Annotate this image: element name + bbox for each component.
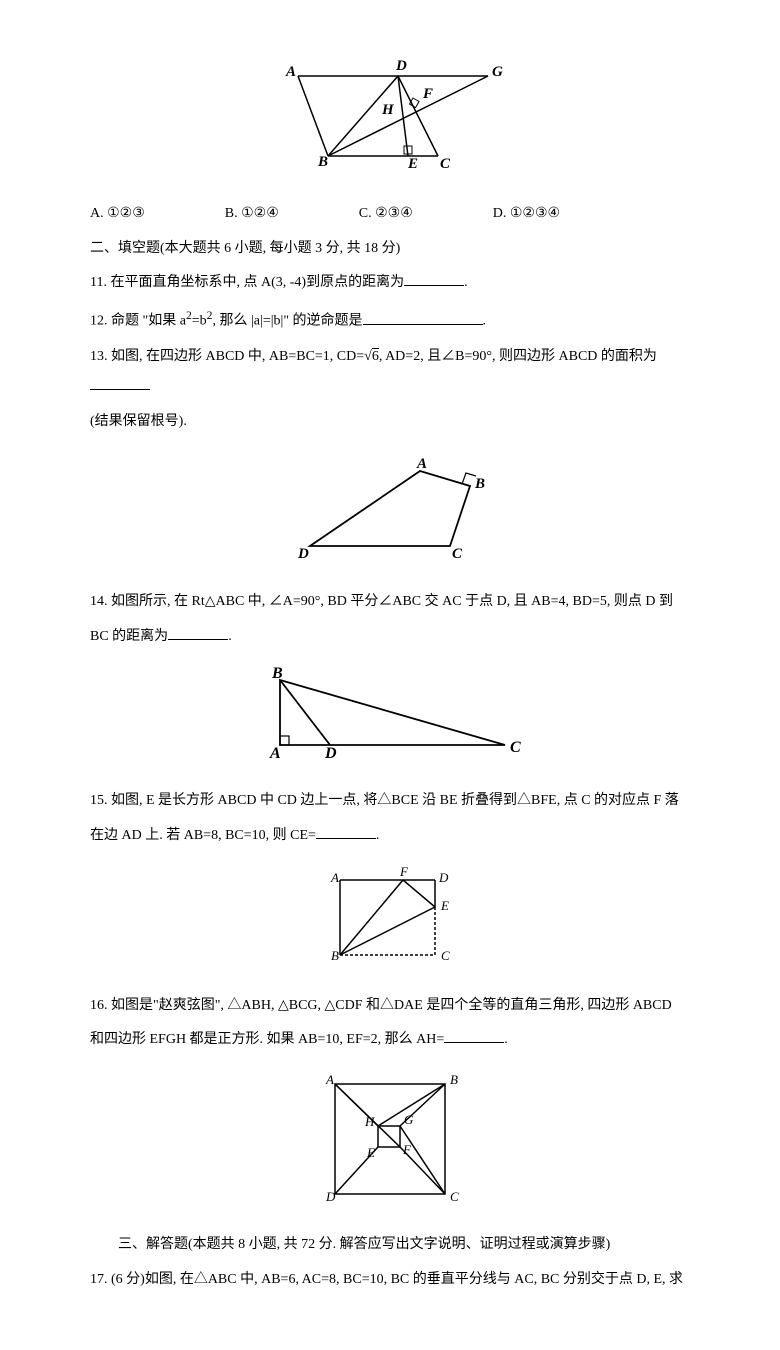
svg-text:A: A — [330, 870, 339, 885]
q12-text-b: =b — [192, 314, 207, 329]
svg-text:E: E — [407, 156, 418, 172]
svg-text:H: H — [364, 1114, 375, 1129]
q13: 13. 如图, 在四边形 ABCD 中, AB=BC=1, CD=√6, AD=… — [90, 342, 690, 404]
option-b: B. ①②④ — [225, 199, 279, 230]
figure-q13: A B C D — [90, 446, 690, 579]
q14-blank — [168, 625, 228, 640]
svg-text:G: G — [404, 1112, 414, 1127]
svg-text:D: D — [325, 1189, 336, 1204]
figure-q14: B A D C — [90, 660, 690, 778]
q16-text-b: 和四边形 EFGH 都是正方形. 如果 AB=10, EF=2, 那么 AH= — [90, 1032, 444, 1047]
q11-text: 11. 在平面直角坐标系中, 点 A(3, -4)到原点的距离为 — [90, 275, 404, 290]
q17: 17. (6 分)如图, 在△ABC 中, AB=6, AC=8, BC=10,… — [90, 1265, 690, 1296]
svg-text:A: A — [285, 64, 296, 80]
svg-text:B: B — [271, 665, 283, 682]
q14-text-b: BC 的距离为 — [90, 629, 168, 644]
q15-line1: 15. 如图, E 是长方形 ABCD 中 CD 边上一点, 将△BCE 沿 B… — [90, 786, 690, 817]
svg-text:C: C — [452, 546, 463, 562]
q13-text-a: 13. 如图, 在四边形 ABCD 中, AB=BC=1, CD= — [90, 349, 364, 364]
figure-q15-svg: A F D E C B — [245, 860, 535, 970]
svg-text:F: F — [422, 86, 433, 102]
figure-q16: A B C D E F G H — [90, 1064, 690, 1222]
q14-line1: 14. 如图所示, 在 Rt△ABC 中, ∠A=90°, BD 平分∠ABC … — [90, 587, 690, 618]
svg-text:C: C — [510, 739, 521, 756]
svg-text:D: D — [324, 745, 337, 762]
svg-text:D: D — [395, 58, 407, 74]
svg-text:B: B — [450, 1072, 458, 1087]
section3-header: 三、解答题(本题共 8 小题, 共 72 分. 解答应写出文字说明、证明过程或演… — [90, 1230, 690, 1261]
q12-blank — [363, 310, 483, 325]
q13-text-b: , AD=2, 且∠B=90°, 则四边形 ABCD 的面积为 — [379, 349, 657, 364]
q11-blank — [404, 271, 464, 286]
svg-text:B: B — [474, 476, 485, 492]
svg-text:D: D — [297, 546, 309, 562]
figure-q15: A F D E C B — [90, 860, 690, 983]
q12-text-c: , 那么 |a|=|b|" 的逆命题是 — [213, 314, 363, 329]
q12-text-a: 12. 命题 "如果 a — [90, 314, 186, 329]
figure-q16-svg: A B C D E F G H — [240, 1064, 540, 1209]
svg-text:C: C — [440, 156, 451, 172]
q16-line1: 16. 如图是"赵爽弦图", △ABH, △BCG, △CDF 和△DAE 是四… — [90, 991, 690, 1022]
option-a: A. ①②③ — [90, 199, 145, 230]
q14-line2: BC 的距离为. — [90, 622, 690, 653]
svg-text:F: F — [399, 864, 409, 879]
q13-blank — [90, 375, 150, 390]
option-d: D. ①②③④ — [493, 199, 560, 230]
q16-blank — [444, 1028, 504, 1043]
figure-q14-svg: B A D C — [200, 660, 580, 765]
svg-text:C: C — [450, 1189, 459, 1204]
figure-q10-svg: A D G B E C H F — [210, 58, 570, 178]
svg-text:B: B — [317, 154, 328, 170]
svg-text:A: A — [269, 745, 281, 762]
q13-sqrt: 6 — [372, 348, 379, 364]
q10-options: A. ①②③ B. ①②④ C. ②③④ D. ①②③④ — [90, 199, 690, 230]
svg-text:C: C — [441, 948, 450, 963]
figure-q10: A D G B E C H F — [90, 58, 690, 191]
figure-q13-svg: A B C D — [240, 446, 540, 566]
q15-text-b: 在边 AD 上. 若 AB=8, BC=10, 则 CE= — [90, 828, 316, 843]
section2-header: 二、填空题(本大题共 6 小题, 每小题 3 分, 共 18 分) — [90, 234, 690, 265]
q13-line2: (结果保留根号). — [90, 407, 690, 438]
svg-text:H: H — [381, 102, 395, 118]
svg-text:F: F — [402, 1142, 412, 1157]
sqrt-icon: √6 — [364, 342, 379, 373]
q16-line2: 和四边形 EFGH 都是正方形. 如果 AB=10, EF=2, 那么 AH=. — [90, 1025, 690, 1056]
option-c: C. ②③④ — [359, 199, 413, 230]
q12: 12. 命题 "如果 a2=b2, 那么 |a|=|b|" 的逆命题是. — [90, 303, 690, 337]
q15-blank — [316, 824, 376, 839]
svg-text:B: B — [331, 948, 339, 963]
svg-text:A: A — [325, 1072, 334, 1087]
q15-line2: 在边 AD 上. 若 AB=8, BC=10, 则 CE=. — [90, 821, 690, 852]
svg-text:D: D — [438, 870, 449, 885]
svg-text:E: E — [440, 898, 449, 913]
svg-text:G: G — [492, 64, 503, 80]
svg-text:E: E — [366, 1145, 375, 1160]
svg-text:A: A — [416, 456, 427, 472]
q11: 11. 在平面直角坐标系中, 点 A(3, -4)到原点的距离为. — [90, 268, 690, 299]
